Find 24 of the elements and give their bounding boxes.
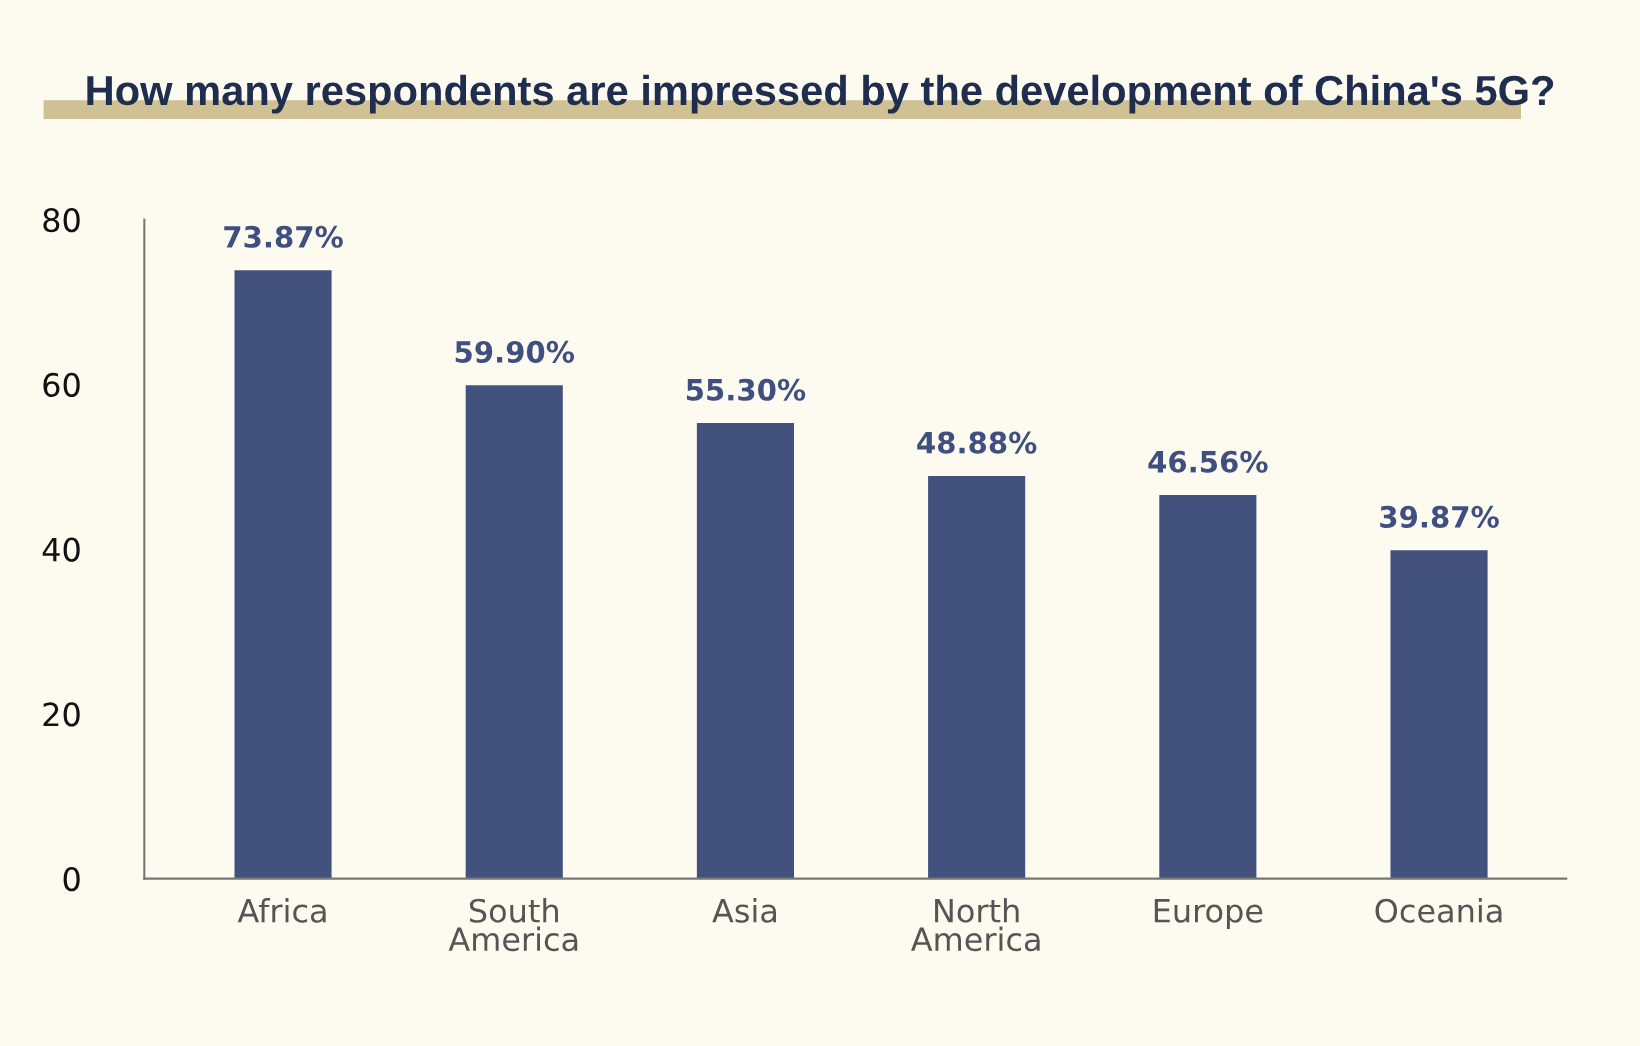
bar bbox=[234, 270, 332, 879]
x-tick-label: Africa bbox=[237, 898, 326, 923]
data-label: 48.88% bbox=[917, 431, 1037, 454]
data-label: 46.56% bbox=[1148, 450, 1268, 473]
y-tick-label: 20 bbox=[43, 702, 80, 727]
bar bbox=[928, 476, 1026, 879]
x-tick-label: North America bbox=[911, 898, 1040, 952]
data-label: 73.87% bbox=[224, 225, 343, 248]
x-tick-label: Oceania bbox=[1375, 898, 1502, 923]
bar bbox=[1159, 495, 1257, 879]
bar bbox=[1390, 550, 1488, 879]
y-tick-label: 40 bbox=[42, 537, 80, 562]
y-tick-label: 0 bbox=[63, 867, 80, 892]
x-tick-label: Europe bbox=[1154, 899, 1263, 929]
data-label: 55.30% bbox=[686, 378, 806, 401]
y-tick-label: 60 bbox=[43, 372, 80, 397]
data-label: 59.90% bbox=[455, 340, 575, 363]
y-tick-label: 80 bbox=[43, 208, 80, 233]
chart-title: How many respondents are impressed by the development of China's 5G? bbox=[87, 74, 1554, 114]
x-tick-label: Asia bbox=[712, 898, 777, 923]
bar bbox=[465, 385, 563, 879]
data-label: 39.87% bbox=[1380, 505, 1499, 528]
x-tick-label: South America bbox=[448, 898, 578, 952]
bar bbox=[696, 423, 794, 879]
